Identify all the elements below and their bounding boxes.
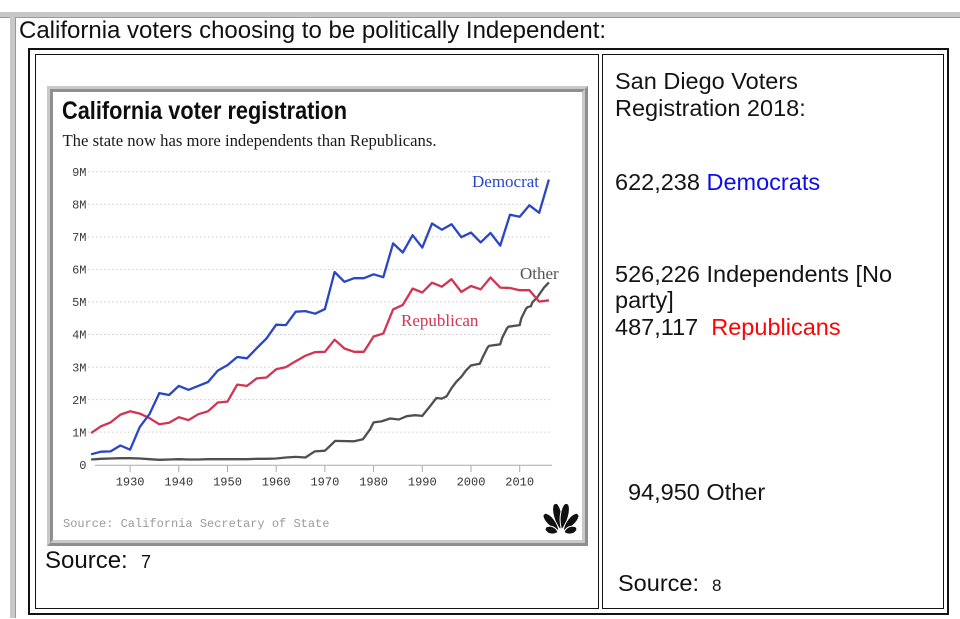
svg-text:1930: 1930 (116, 476, 145, 490)
svg-text:2M: 2M (72, 394, 86, 408)
svg-text:7M: 7M (72, 231, 86, 245)
svg-text:2010: 2010 (505, 476, 534, 490)
svg-text:3M: 3M (72, 361, 86, 375)
svg-text:Source: California Secretary o: Source: California Secretary of State (63, 517, 329, 531)
svg-text:2000: 2000 (457, 476, 486, 490)
svg-text:The state now has more indepen: The state now has more independents than… (63, 131, 437, 150)
svg-text:Other: Other (520, 264, 559, 283)
svg-text:0: 0 (79, 459, 86, 473)
svg-text:1M: 1M (72, 426, 86, 440)
svg-text:1980: 1980 (359, 476, 388, 490)
svg-text:4M: 4M (72, 329, 86, 343)
svg-text:1960: 1960 (262, 476, 291, 490)
svg-text:9M: 9M (72, 166, 86, 180)
svg-text:Democrat: Democrat (472, 172, 539, 191)
svg-text:California voter registration: California voter registration (62, 97, 347, 125)
svg-text:Republican: Republican (401, 311, 479, 330)
svg-text:1970: 1970 (310, 476, 339, 490)
svg-text:1990: 1990 (408, 476, 437, 490)
svg-text:6M: 6M (72, 264, 86, 278)
svg-text:1940: 1940 (164, 476, 193, 490)
svg-text:1950: 1950 (213, 476, 242, 490)
svg-text:5M: 5M (72, 296, 86, 310)
svg-text:8M: 8M (72, 199, 86, 213)
